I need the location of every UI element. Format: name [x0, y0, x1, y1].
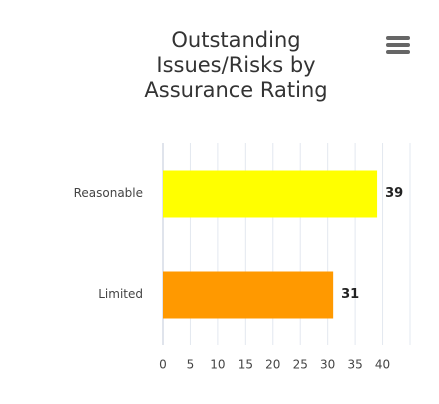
data-label: 31	[341, 287, 359, 302]
x-tick-label: 25	[293, 358, 308, 372]
x-tick-label: 35	[347, 358, 362, 372]
x-tick-label: 40	[375, 358, 390, 372]
y-tick-label: Limited	[98, 287, 143, 301]
x-tick-label: 5	[187, 358, 195, 372]
bar	[163, 271, 334, 319]
x-tick-label: 15	[238, 358, 253, 372]
x-tick-label: 20	[265, 358, 280, 372]
x-tick-label: 10	[210, 358, 225, 372]
x-tick-label: 30	[320, 358, 335, 372]
y-tick-label: Reasonable	[74, 186, 143, 200]
data-label: 39	[385, 186, 403, 201]
bar	[163, 170, 378, 218]
menu-button[interactable]	[386, 36, 410, 54]
x-tick-label: 0	[159, 358, 167, 372]
chart-title: Outstanding Issues/Risks by Assurance Ra…	[144, 28, 328, 102]
